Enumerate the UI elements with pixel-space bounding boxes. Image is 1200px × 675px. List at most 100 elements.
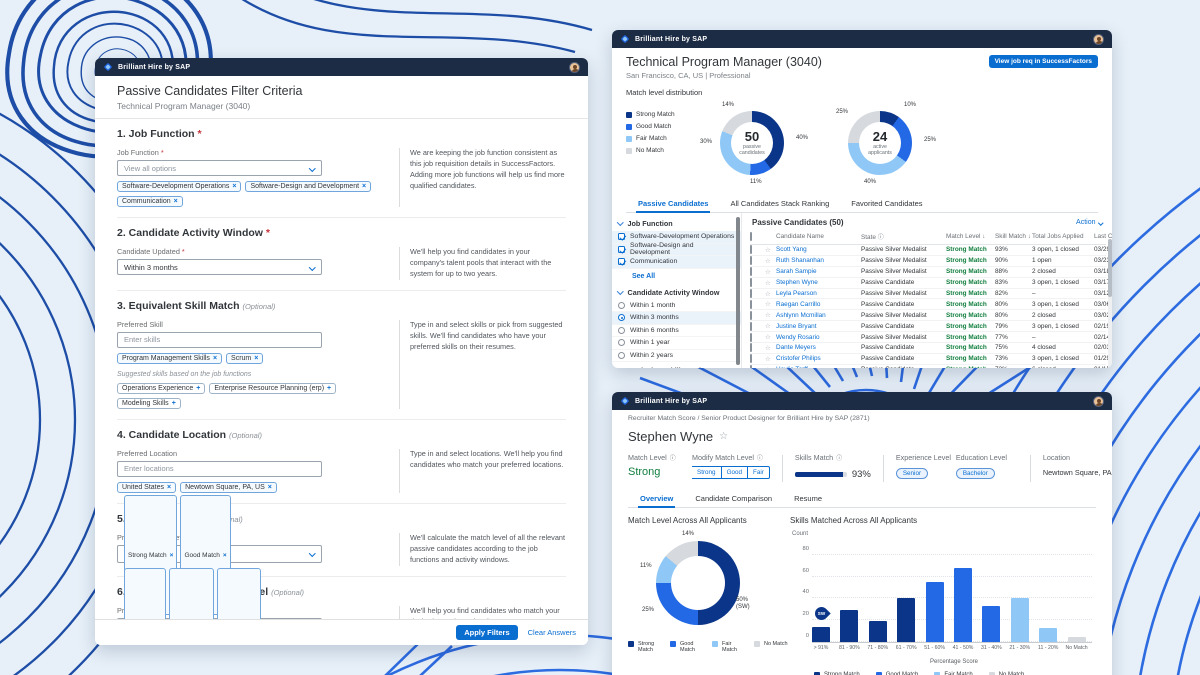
info-icon[interactable]: ⓘ (669, 456, 676, 462)
close-icon[interactable]: × (254, 354, 259, 362)
checkbox[interactable] (618, 233, 625, 241)
radio-option[interactable]: Within 6 months (612, 325, 741, 337)
radio-option[interactable]: Within 1 month (612, 300, 741, 312)
candidate-name-link[interactable]: Ruth Shananhan (776, 257, 824, 265)
info-icon[interactable]: ⓘ (756, 456, 763, 462)
radio-option[interactable]: Within 3 months (612, 312, 741, 325)
favorite-star-icon[interactable]: ☆ (719, 431, 729, 442)
close-icon[interactable]: × (169, 551, 174, 559)
filter-chip[interactable]: Software-Design and Development × (245, 181, 372, 192)
row-checkbox[interactable] (750, 278, 752, 288)
row-checkbox[interactable] (750, 310, 752, 320)
filter-chip[interactable]: Software-Development Operations × (117, 181, 242, 192)
action-menu[interactable]: Action (1076, 219, 1103, 226)
tab[interactable]: Resume (794, 494, 823, 503)
row-checkbox[interactable] (750, 332, 752, 342)
favorite-star-icon[interactable]: ☆ (765, 246, 771, 254)
row-checkbox[interactable] (750, 256, 752, 266)
see-all-link[interactable]: See All (632, 272, 656, 280)
candidate-name-link[interactable]: Wendy Rosario (776, 333, 820, 341)
favorite-star-icon[interactable]: ☆ (765, 268, 771, 276)
candidate-name-link[interactable]: Stephen Wyne (776, 279, 818, 287)
row-checkbox[interactable] (750, 299, 752, 309)
row-checkbox[interactable] (750, 321, 752, 331)
row-checkbox[interactable] (750, 354, 752, 364)
candidate-updated-select[interactable]: Within 3 months (117, 259, 322, 275)
table-scrollbar[interactable] (1108, 239, 1112, 368)
tab[interactable]: Passive Candidates (628, 195, 718, 213)
favorite-star-icon[interactable]: ☆ (765, 279, 771, 287)
user-avatar[interactable] (1093, 395, 1104, 407)
candidate-row[interactable]: ☆ Sarah Sampie Passive Silver Medalist S… (750, 267, 1112, 278)
candidate-row[interactable]: ☆ Scott Yang Passive Silver Medalist Str… (750, 245, 1112, 256)
candidate-row[interactable]: ☆ Justine Bryant Passive Candidate Stron… (750, 321, 1112, 333)
checkbox[interactable] (618, 258, 625, 266)
add-icon[interactable]: + (196, 384, 201, 392)
segment-button[interactable]: Strong (692, 466, 722, 479)
favorite-star-icon[interactable]: ☆ (765, 344, 771, 352)
segment-button[interactable]: Good (721, 466, 748, 479)
skills-input[interactable] (124, 335, 296, 345)
candidate-name-link[interactable]: Haylie Torff (776, 366, 861, 368)
close-icon[interactable]: × (173, 198, 178, 205)
sidebar-scrollbar[interactable] (736, 217, 740, 365)
candidate-row[interactable]: ☆ Ashlynn Mcmillan Passive Silver Medali… (750, 310, 1112, 322)
tab[interactable]: All Candidates Stack Ranking (730, 199, 830, 208)
favorite-star-icon[interactable]: ☆ (765, 290, 771, 298)
favorite-star-icon[interactable]: ☆ (765, 334, 771, 342)
filter-chip[interactable]: United States × (117, 481, 177, 493)
candidate-name-link[interactable]: Dante Meyers (776, 344, 816, 352)
checkbox-option[interactable]: Software-Development Operations (612, 231, 741, 244)
candidate-row[interactable]: ☆ Dante Meyers Passive Candidate Strong … (750, 343, 1112, 354)
candidate-name-link[interactable]: Leyla Pearson (776, 290, 817, 297)
suggested-chip[interactable]: Modeling Skills + (117, 397, 181, 409)
candidate-row[interactable]: ☆ Haylie Torff Passive Candidate Strong … (750, 365, 1112, 368)
suggested-chip[interactable]: Enterprise Resource Planning (erp) + (209, 382, 337, 394)
select-all-checkbox[interactable] (750, 232, 752, 241)
favorite-star-icon[interactable]: ☆ (765, 257, 771, 265)
candidate-row[interactable]: ☆ Stephen Wyne Passive Candidate Strong … (750, 278, 1112, 289)
row-checkbox[interactable] (750, 267, 752, 277)
row-checkbox[interactable] (750, 245, 752, 255)
match-level-select[interactable]: Strong Match × Good Match × (117, 495, 322, 616)
tab[interactable]: Candidate Comparison (695, 494, 773, 503)
breadcrumb[interactable]: Recruiter Match Score / Senior Product D… (628, 415, 870, 422)
tab[interactable]: Overview (630, 490, 683, 508)
candidate-row[interactable]: ☆ Raegan Carrillo Passive Candidate Stro… (750, 299, 1112, 311)
filter-chip[interactable]: Program Management Skills × (117, 352, 223, 364)
candidate-row[interactable]: ☆ Cristofer Philips Passive Candidate St… (750, 354, 1112, 365)
group-activity-window[interactable]: Candidate Activity Window (612, 284, 741, 300)
radio-option[interactable]: Within 1 year (612, 337, 741, 350)
checkbox[interactable] (618, 245, 625, 253)
radio[interactable] (618, 314, 625, 322)
radio-option[interactable]: Within 2 years (612, 350, 741, 362)
favorite-star-icon[interactable]: ☆ (765, 366, 776, 368)
candidate-name-link[interactable]: Justine Bryant (776, 322, 817, 330)
favorite-star-icon[interactable]: ☆ (765, 301, 771, 309)
radio[interactable] (618, 301, 625, 309)
close-icon[interactable]: × (267, 483, 272, 491)
job-function-select[interactable]: View all options (117, 160, 322, 176)
candidate-row[interactable]: ☆ Ruth Shananhan Passive Silver Medalist… (750, 256, 1112, 267)
favorite-star-icon[interactable]: ☆ (765, 323, 771, 331)
filter-chip[interactable]: Scrum × (226, 352, 264, 364)
group-skill-match[interactable]: Equivalent Skill Match (612, 362, 741, 368)
candidate-row[interactable]: ☆ Wendy Rosario Passive Silver Medalist … (750, 332, 1112, 344)
favorite-star-icon[interactable]: ☆ (765, 355, 771, 363)
clear-answers-link[interactable]: Clear Answers (527, 628, 576, 637)
candidate-name-link[interactable]: Scott Yang (776, 246, 807, 254)
apply-filters-button[interactable]: Apply Filters (456, 625, 518, 640)
candidate-name-link[interactable]: Raegan Carrillo (776, 300, 821, 308)
radio[interactable] (618, 351, 625, 359)
tab[interactable]: Favorited Candidates (851, 199, 923, 208)
radio[interactable] (618, 326, 625, 334)
close-icon[interactable]: × (212, 354, 218, 362)
favorite-star-icon[interactable]: ☆ (765, 312, 771, 320)
close-icon[interactable]: × (232, 183, 237, 190)
close-icon[interactable]: × (362, 183, 367, 190)
add-icon[interactable]: + (171, 399, 176, 407)
row-checkbox[interactable] (750, 289, 752, 298)
user-avatar[interactable] (569, 61, 580, 73)
candidate-name-link[interactable]: Ashlynn Mcmillan (776, 311, 826, 319)
row-checkbox[interactable] (750, 365, 752, 368)
